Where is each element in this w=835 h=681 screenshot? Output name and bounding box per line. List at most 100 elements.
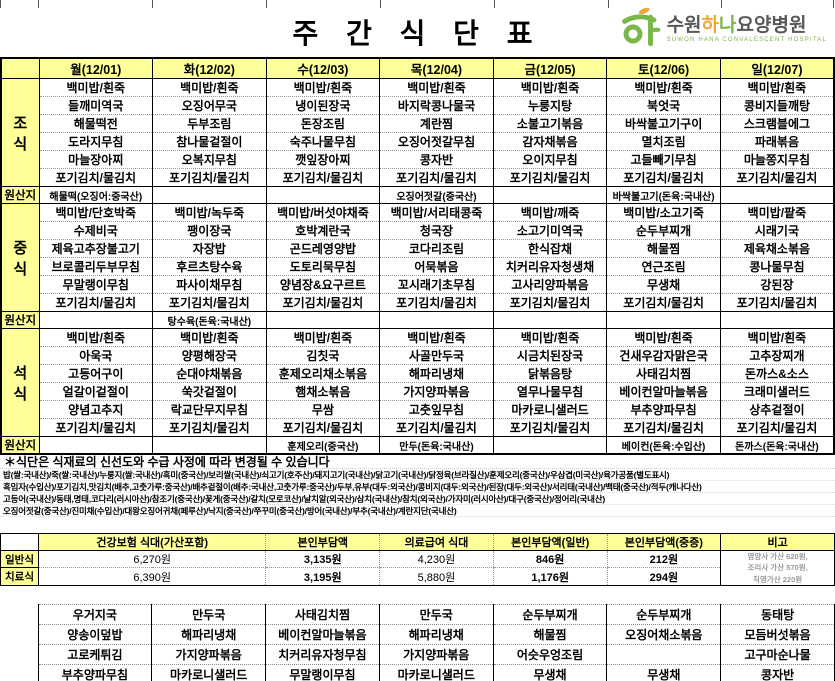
menu-cell: 호박계란국 [265, 221, 381, 240]
extra-menu-cell: 고로케튀김 [37, 643, 153, 665]
menu-cell: 김칫국 [265, 346, 381, 365]
extra-menu-cell: 어슷우엉조림 [492, 643, 608, 665]
menu-cell: 상추겉절이 [719, 400, 835, 419]
menu-cell: 백미밥/깨죽 [492, 203, 608, 222]
menu-cell: 고춧잎무침 [379, 400, 494, 419]
origin-row-label: 원산지 [0, 186, 40, 204]
price-value: 3,135원 [265, 550, 380, 569]
extra-menu-cell: 모듬버섯볶음 [720, 623, 835, 645]
price-note-line: 직영가산 220원 [753, 574, 803, 584]
menu-cell: 부추양파무침 [606, 400, 721, 419]
menu-cell: 시금치된장국 [492, 346, 608, 365]
table-row: 부추양파무침 마카로니샐러드 무말랭이무침 마카로니샐러드 무생채 무생채 콩자반 [0, 663, 835, 681]
origin-row: 원산지 탕수육(돈육:국내산) [0, 311, 835, 329]
menu-cell: 훈제오리채소볶음 [265, 364, 381, 383]
day-header: 토(12/06) [606, 57, 721, 79]
menu-cell: 해물떡전 [38, 114, 154, 133]
menu-cell: 바싹불고기구이 [606, 114, 721, 133]
hospital-name-part: 수원 [666, 15, 702, 36]
table-row: 고로케튀김 가지양파볶음 치커리유자청무침 가지양파볶음 어슷우엉조림 고구마순나물 [0, 643, 835, 665]
page-title: 주 간 식 단 표 [292, 18, 543, 49]
origin-cell: 해물떡(오징어:중국산) [38, 186, 154, 204]
section-label-char: 식 [13, 260, 28, 278]
table-row: 석 식 백미밥/흰죽 백미밥/흰죽 백미밥/흰죽 백미밥/흰죽 백미밥/흰죽 백미밥/흰죽 백미… [0, 328, 835, 437]
menu-cell: 건새우감자맑은국 [606, 346, 721, 365]
menu-cell: 바지락콩나물국 [379, 96, 494, 115]
section-label-char: 조 [13, 114, 28, 132]
price-value: 6,270원 [37, 550, 266, 569]
menu-cell: 마카로니샐러드 [492, 400, 608, 419]
origin-cell [492, 436, 608, 455]
column-tick [380, 0, 381, 8]
logo-mark-icon [619, 6, 661, 53]
menu-cell: 오징어젓갈무침 [379, 132, 494, 151]
menu-cell: 강된장 [719, 275, 835, 294]
day-header: 목(12/04) [379, 57, 494, 79]
menu-cell: 곤드레영양밥 [265, 239, 381, 258]
price-value: 1,176원 [492, 567, 608, 586]
price-value: 4,230원 [379, 550, 494, 569]
menu-cell: 마늘장아찌 [38, 150, 154, 169]
menu-cell: 포기김치/물김치 [606, 168, 721, 187]
price-note-cell: 영양사 가산 620원, 조리사 가산 570원, 직영가산 220원 [720, 550, 835, 586]
menu-cell: 참나물겉절이 [152, 132, 267, 151]
menu-cell: 수제비국 [38, 221, 154, 240]
origin-cell [38, 311, 154, 329]
menu-cell: 포기김치/물김치 [38, 293, 154, 312]
extra-menu-cell [606, 643, 722, 665]
menu-cell: 오복지무침 [152, 150, 267, 169]
menu-cell: 사태김치찜 [606, 364, 721, 383]
extra-menu-cell: 사태김치찜 [265, 603, 380, 625]
origin-detail-line: 밥(쌀:국내산)/죽(쌀:국내산)/누룽지(쌀:국내산)/흑미(중국산)/보리쌀… [0, 469, 835, 481]
origin-cell [719, 186, 835, 204]
menu-cell: 쑥갓겉절이 [152, 382, 267, 401]
price-value: 3,195원 [265, 567, 380, 586]
table-row: 아욱국 양평해장국 김칫국 사골만두국 시금치된장국 건새우감자맑은국 고추장찌개 [1, 346, 835, 365]
table-row: 포기김치/물김치 포기김치/물김치 포기김치/물김치 포기김치/물김치 포기김치/물김치… [1, 418, 835, 437]
corner-cell [0, 57, 40, 79]
menu-cell: 포기김치/물김치 [265, 293, 381, 312]
extra-menu-cell: 콩자반 [720, 663, 835, 681]
menu-cell: 베이컨알마늘볶음 [606, 382, 721, 401]
menu-cell: 포기김치/물김치 [719, 418, 835, 437]
column-tick [608, 0, 609, 8]
table-row: 조 식 백미밥/흰죽 백미밥/흰죽 백미밥/흰죽 백미밥/흰죽 백미밥/흰죽 백미밥/흰죽 백미… [0, 78, 835, 187]
extra-menu-cell: 무말랭이무침 [265, 663, 380, 681]
menu-cell: 숙주나물무침 [265, 132, 381, 151]
section-label-char: 석 [13, 364, 28, 382]
price-table: 건강보험 식대(가산포함) 본인부담액 의료급여 식대 본인부담액(일반) 본인… [0, 533, 835, 586]
table-row: 수제비국 팽이장국 호박계란국 청국장 소고기미역국 순두부찌개 시래기국 [1, 221, 835, 240]
price-header: 본인부담액 [265, 533, 380, 551]
extra-menu-grid: 우거지국 만두국 사태김치찜 만두국 순두부찌개 순두부찌개 동태탕 양송이덮밥 해파리냉채 베이… [0, 603, 835, 681]
extra-menu-cell: 동태탕 [720, 603, 835, 625]
menu-cell: 백미밥/흰죽 [265, 328, 381, 347]
extra-menu-cell: 가지양파볶음 [378, 643, 494, 665]
extra-menu-cell: 마카로니샐러드 [151, 663, 267, 681]
table-row: 무말랭이무침 파사이채무침 양념장&요구르트 꼬시래기초무침 고사리양파볶음 무생채 강된장 [1, 275, 835, 294]
extra-menu-cell: 고구마순나물 [720, 643, 835, 665]
menu-cell: 고사리양파볶음 [492, 275, 608, 294]
origin-cell: 돈까스(돈육:국내산) [719, 436, 835, 455]
table-row: 고등어구이 순대야채볶음 훈제오리채소볶음 해파리냉채 닭볶음탕 사태김치찜 돈까스&소스 [1, 364, 835, 383]
origin-cell [606, 311, 721, 329]
section-label-char: 식 [13, 135, 28, 153]
origin-cell [152, 436, 267, 455]
menu-cell: 락교단무지무침 [152, 400, 267, 419]
menu-cell: 백미밥/흰죽 [265, 78, 381, 97]
menu-cell: 제육고추장불고기 [38, 239, 154, 258]
origin-cell: 바싹불고기(돈육:국내산) [606, 186, 721, 204]
origin-cell: 오징어젓갈(중국산) [379, 186, 494, 204]
menu-cell: 시래기국 [719, 221, 835, 240]
price-header-row: 건강보험 식대(가산포함) 본인부담액 의료급여 식대 본인부담액(일반) 본인… [0, 533, 835, 551]
menu-cell: 돈까스&소스 [719, 364, 835, 383]
menu-cell: 깻잎장아찌 [265, 150, 381, 169]
extra-menu-cell: 무생채 [492, 663, 608, 681]
origin-row-label: 원산지 [0, 311, 40, 329]
price-row-label: 일반식 [0, 549, 39, 569]
menu-cell: 후르츠탕수육 [152, 257, 267, 276]
origin-row-label: 원산지 [0, 436, 40, 455]
price-header: 비고 [720, 533, 835, 551]
menu-cell: 양평해장국 [152, 346, 267, 365]
menu-cell: 고등어구이 [38, 364, 154, 383]
